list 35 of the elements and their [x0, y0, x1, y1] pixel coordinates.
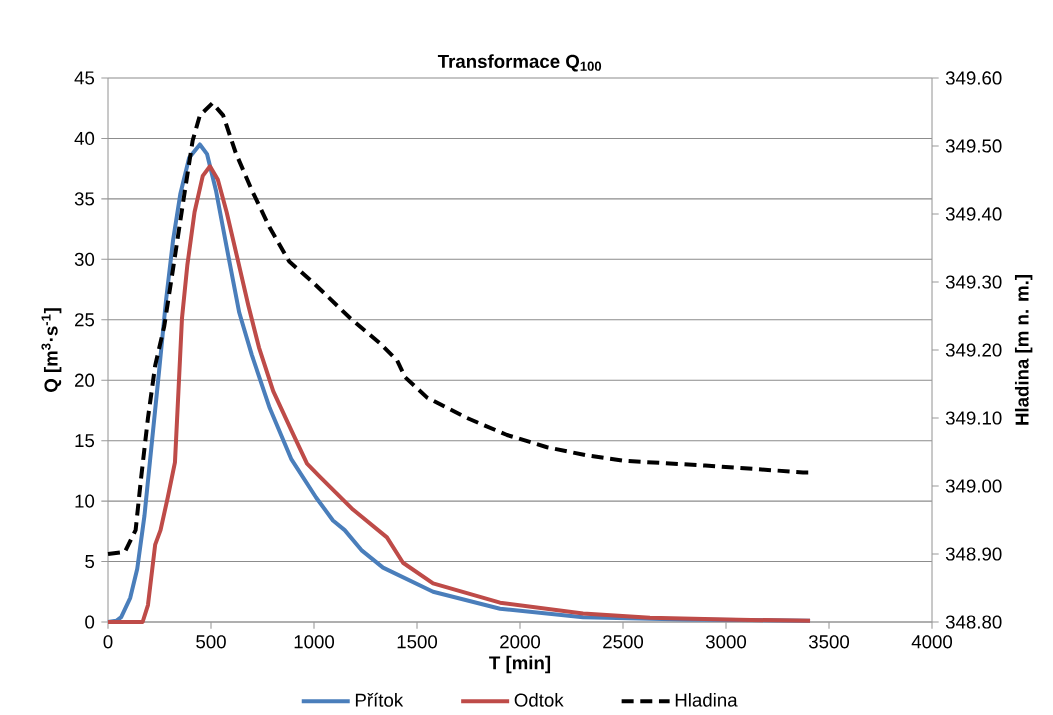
- y2-tick-label: 349.30: [945, 275, 1002, 289]
- y-axis-title: Q [m$^{3}$·s$^{-1}$]: [41, 308, 62, 392]
- chart-title: Transformace Q$_{100}$: [437, 54, 602, 72]
- y2-axis-title: Hladina [m n. m.]: [1014, 274, 1033, 425]
- y2-tick-label: 349.40: [945, 207, 1002, 221]
- y-tick-label: 35: [74, 192, 95, 206]
- y-tick-label: 40: [74, 131, 95, 146]
- y-tick-label: 0: [85, 615, 95, 629]
- y2-tick-label: 349.60: [945, 71, 1002, 85]
- x-tick-label: 2500: [603, 635, 644, 649]
- y2-tick-label: 349.10: [945, 411, 1002, 425]
- x-tick-label: 1500: [397, 635, 438, 649]
- y-tick-label: 10: [75, 494, 95, 508]
- y-tick-label: 45: [74, 71, 95, 85]
- x-tick-label: 3000: [705, 635, 747, 649]
- x-tick-label: 0: [103, 635, 113, 649]
- y2-tick-label: 349.50: [945, 139, 1002, 153]
- x-tick-label: 500: [196, 635, 226, 649]
- y2-tick-label: 349.20: [945, 343, 1002, 357]
- x-tick-label: 2000: [500, 635, 541, 649]
- x-axis-title: T [min]: [489, 655, 551, 674]
- y-tick-label: 25: [75, 313, 95, 327]
- y2-tick-label: 348.90: [945, 547, 1002, 561]
- x-tick-label: 3500: [808, 635, 850, 649]
- y2-tick-label: 348.80: [945, 615, 1002, 629]
- legend-label: Odtok: [514, 692, 564, 707]
- y-tick-label: 5: [85, 555, 95, 569]
- y-tick-label: 30: [74, 252, 95, 266]
- legend-label: Přítok: [355, 692, 404, 707]
- y-tick-label: 15: [75, 434, 95, 448]
- y-tick-label: 20: [75, 373, 95, 387]
- x-tick-label: 4000: [911, 635, 953, 649]
- x-tick-label: 1000: [294, 635, 335, 649]
- legend-label: Hladina: [675, 692, 738, 707]
- y2-tick-label: 349.00: [945, 479, 1002, 493]
